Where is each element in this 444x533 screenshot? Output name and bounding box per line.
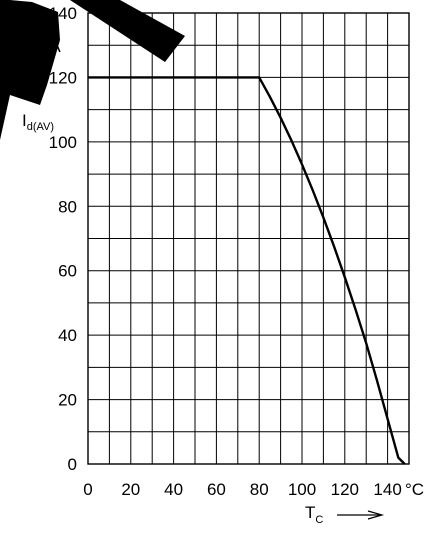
y-axis-label: Id(AV) bbox=[22, 111, 54, 133]
vertical-gridlines bbox=[108, 13, 389, 464]
x-tick-label: 40 bbox=[164, 480, 183, 499]
x-tick-label: 80 bbox=[250, 480, 269, 499]
x-tick-label: 140 bbox=[373, 480, 401, 499]
current-derating-curve bbox=[88, 76, 406, 465]
x-axis-tick-labels: 0 20 40 60 80 100 120 140 bbox=[83, 480, 402, 499]
plot-frame bbox=[87, 12, 410, 465]
x-tick-label: 0 bbox=[83, 480, 92, 499]
y-tick-label: 0 bbox=[68, 455, 77, 474]
x-axis-arrow bbox=[337, 510, 385, 520]
x-axis-subscript: C bbox=[315, 514, 323, 526]
y-tick-label: 120 bbox=[49, 68, 77, 87]
y-tick-label: 60 bbox=[58, 262, 77, 281]
y-tick-label: 80 bbox=[58, 197, 77, 216]
x-axis-unit: °C bbox=[405, 480, 424, 499]
x-axis-symbol: T bbox=[305, 503, 315, 522]
scan-mark-stripe bbox=[70, 0, 185, 62]
scan-mark bbox=[0, 0, 60, 140]
x-tick-label: 60 bbox=[207, 480, 226, 499]
x-tick-label: 120 bbox=[331, 480, 359, 499]
y-axis-subscript: d(AV) bbox=[27, 121, 54, 133]
y-axis-symbol: I bbox=[22, 111, 27, 130]
x-tick-label: 20 bbox=[121, 480, 140, 499]
y-tick-label: 20 bbox=[58, 391, 77, 410]
horizontal-gridlines bbox=[88, 44, 409, 433]
x-tick-label: 100 bbox=[288, 480, 316, 499]
y-tick-label: 100 bbox=[49, 133, 77, 152]
y-tick-label: 40 bbox=[58, 326, 77, 345]
x-axis-label: TC bbox=[305, 503, 323, 526]
